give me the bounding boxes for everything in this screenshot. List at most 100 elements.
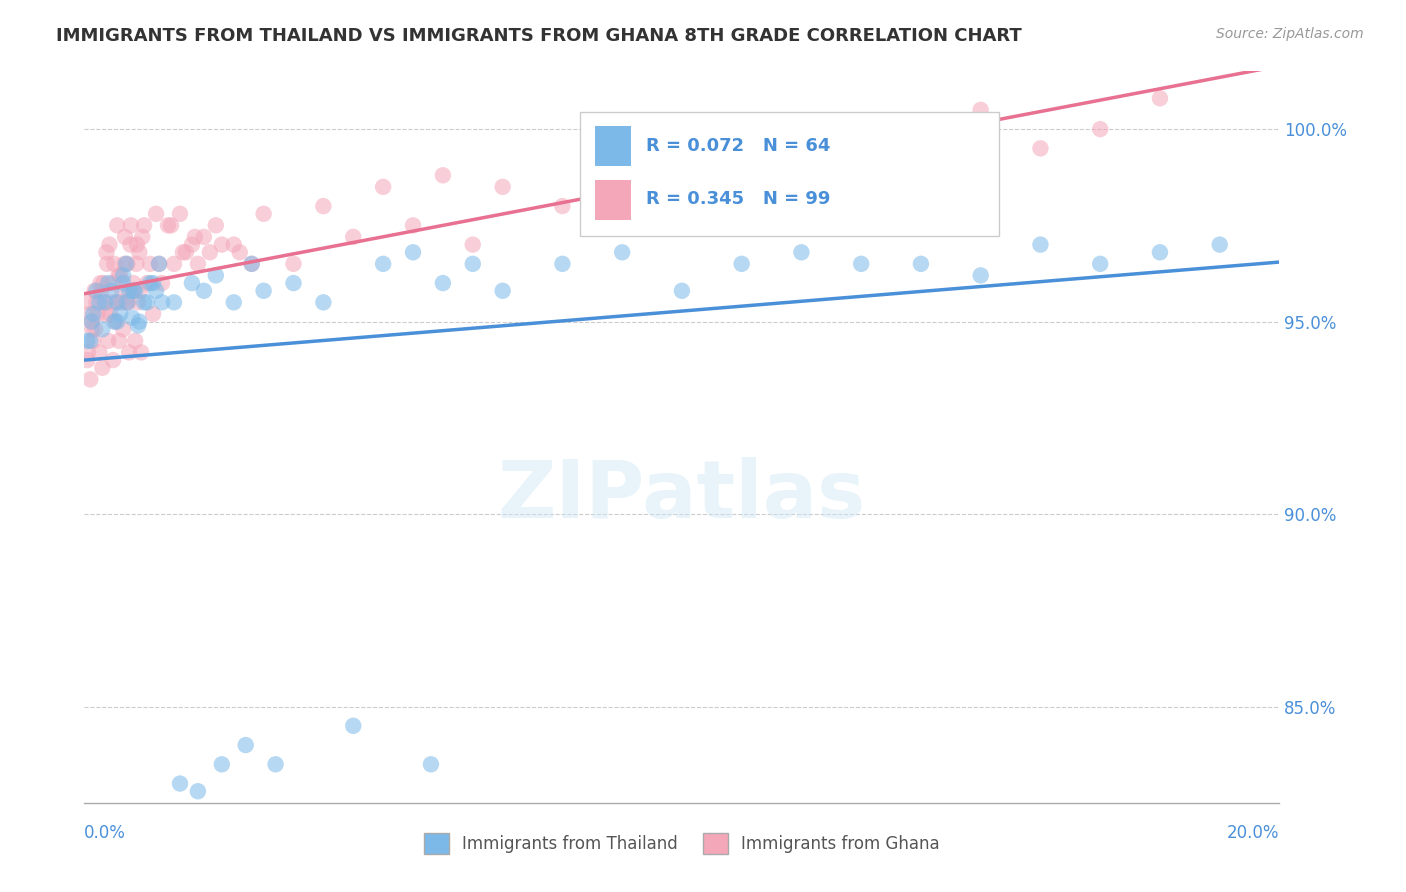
Point [77,345,100,359]
Point [100,295,122,310]
Point [82,334,104,348]
Point [110,295,132,310]
Point [103,257,125,271]
Point [253,207,276,221]
Point [910,129,932,144]
Point [117,295,139,310]
Point [157,219,180,233]
Point [101,353,124,368]
Point [1029,237,1052,252]
Point [129,284,152,298]
Point [110,307,132,321]
Point [91,322,114,336]
Point [342,719,364,733]
Point [193,230,215,244]
Point [98,237,121,252]
Point [312,199,335,213]
Point [970,268,993,283]
Point [283,257,305,271]
Point [103,315,125,329]
Point [77,295,100,310]
Point [142,276,165,290]
Point [112,322,135,336]
Point [551,257,574,271]
Point [122,284,145,298]
Point [205,219,228,233]
Point [402,245,425,260]
Point [551,199,574,213]
Point [79,334,101,348]
Text: Source: ZipAtlas.com: Source: ZipAtlas.com [1216,27,1364,41]
Point [86,284,108,298]
Point [283,276,305,290]
Point [211,757,233,772]
Point [148,257,170,271]
Point [97,334,120,348]
Text: R = 0.072   N = 64: R = 0.072 N = 64 [647,137,831,155]
Text: ZIPatlas: ZIPatlas [498,457,866,534]
Point [117,295,139,310]
Point [125,237,148,252]
Point [82,307,104,321]
Text: 0.0%: 0.0% [84,823,127,841]
Point [142,307,165,321]
Point [139,276,162,290]
Point [160,219,183,233]
Point [124,334,146,348]
Point [851,257,873,271]
Point [105,315,128,329]
Point [671,199,693,213]
Bar [595,179,630,219]
Point [731,257,754,271]
Point [240,257,263,271]
Point [235,738,257,752]
Point [131,230,153,244]
Point [112,257,135,271]
Point [198,245,221,260]
Point [148,257,170,271]
Point [342,230,364,244]
Point [125,257,148,271]
Point [104,315,127,329]
Point [222,295,245,310]
Point [312,295,335,310]
Text: IMMIGRANTS FROM THAILAND VS IMMIGRANTS FROM GHANA 8TH GRADE CORRELATION CHART: IMMIGRANTS FROM THAILAND VS IMMIGRANTS F… [56,27,1022,45]
Point [76,334,98,348]
Point [1149,245,1171,260]
Point [132,295,156,310]
Point [97,276,120,290]
Point [420,757,443,772]
Point [111,284,134,298]
Point [163,295,186,310]
Point [1209,237,1232,252]
Point [402,219,425,233]
Point [79,307,101,321]
Point [89,345,111,359]
Point [172,245,194,260]
Point [90,284,112,298]
Point [790,245,813,260]
Point [181,276,204,290]
Point [1029,141,1052,155]
Bar [595,127,630,167]
Point [128,315,150,329]
Point [120,219,142,233]
Point [122,284,145,298]
Point [127,295,149,310]
Point [174,245,197,260]
Point [121,284,143,298]
Point [163,257,186,271]
Point [184,230,207,244]
Text: R = 0.345   N = 99: R = 0.345 N = 99 [647,190,831,209]
Point [264,757,287,772]
Point [93,276,115,290]
Point [86,295,108,310]
Point [461,257,484,271]
Point [169,207,191,221]
Point [145,207,167,221]
Point [222,237,245,252]
Point [169,776,191,790]
Point [910,257,932,271]
Point [1090,122,1112,136]
Point [253,284,276,298]
